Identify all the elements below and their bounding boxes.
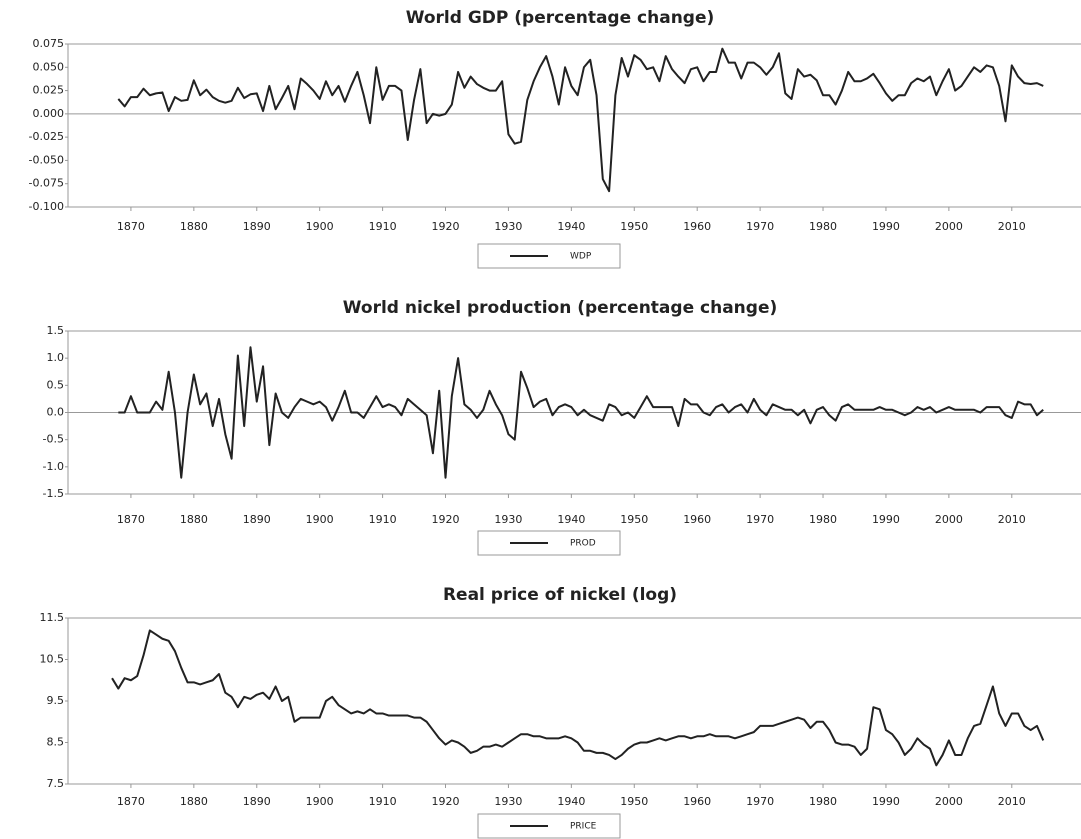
y-tick-label: -0.075 [29, 177, 64, 190]
x-tick-label: 1950 [620, 220, 648, 233]
x-tick-label: 1970 [746, 795, 774, 808]
x-tick-label: 1990 [872, 795, 900, 808]
legend-box [477, 813, 621, 839]
y-tick-label: -0.100 [29, 200, 64, 213]
x-tick-label: 1940 [557, 220, 585, 233]
x-tick-label: 1950 [620, 795, 648, 808]
x-tick-label: 1890 [243, 513, 271, 526]
x-tick-label: 1960 [683, 795, 711, 808]
legend-label: PRICE [570, 822, 597, 832]
legend-box [477, 530, 621, 556]
x-tick-label: 2000 [935, 220, 963, 233]
data-line [118, 346, 1044, 479]
x-tick-label: 1920 [432, 795, 460, 808]
y-tick-label: 0.050 [33, 60, 65, 73]
x-tick-label: 1940 [557, 513, 585, 526]
x-tick-label: 1960 [683, 220, 711, 233]
x-tick-label: 1900 [306, 513, 334, 526]
chart-title: World GDP (percentage change) [406, 8, 715, 28]
y-tick-label: 0.0 [47, 406, 65, 419]
x-tick-label: 2000 [935, 513, 963, 526]
y-tick-label: -0.025 [29, 130, 64, 143]
x-tick-label: 1930 [494, 513, 522, 526]
y-tick-label: 0.075 [33, 37, 65, 50]
x-tick-label: 1990 [872, 220, 900, 233]
x-tick-label: 2000 [935, 795, 963, 808]
x-tick-label: 2010 [998, 513, 1026, 526]
x-tick-label: 1870 [117, 220, 145, 233]
legend-label: WDP [570, 252, 592, 262]
x-tick-label: 2010 [998, 795, 1026, 808]
x-tick-label: 1870 [117, 795, 145, 808]
x-tick-label: 2010 [998, 220, 1026, 233]
y-tick-label: 0.000 [33, 107, 65, 120]
y-tick-label: 1.5 [47, 324, 65, 337]
x-tick-label: 1930 [494, 220, 522, 233]
x-tick-label: 1930 [494, 795, 522, 808]
y-tick-label: 8.5 [47, 736, 65, 749]
x-tick-label: 1950 [620, 513, 648, 526]
x-tick-label: 1980 [809, 513, 837, 526]
x-tick-label: 1940 [557, 795, 585, 808]
x-tick-label: 1970 [746, 513, 774, 526]
data-line [111, 629, 1045, 767]
x-tick-label: 1900 [306, 795, 334, 808]
y-tick-label: -0.5 [43, 433, 64, 446]
x-tick-label: 1870 [117, 513, 145, 526]
y-tick-label: 11.5 [40, 611, 65, 624]
x-tick-label: 1960 [683, 513, 711, 526]
chart-title: World nickel production (percentage chan… [343, 298, 778, 318]
y-tick-label: -1.0 [43, 460, 64, 473]
chart-title: Real price of nickel (log) [443, 585, 677, 605]
y-tick-label: -1.5 [43, 487, 64, 500]
x-tick-label: 1890 [243, 220, 271, 233]
y-tick-label: 7.5 [47, 777, 65, 790]
legend-label: PROD [570, 539, 596, 549]
x-tick-label: 1900 [306, 220, 334, 233]
x-tick-label: 1890 [243, 795, 271, 808]
y-tick-label: 9.5 [47, 694, 65, 707]
y-tick-label: 0.025 [33, 84, 65, 97]
y-tick-label: -0.050 [29, 153, 64, 166]
y-tick-label: 0.5 [47, 378, 65, 391]
x-tick-label: 1990 [872, 513, 900, 526]
x-tick-label: 1920 [432, 513, 460, 526]
x-tick-label: 1970 [746, 220, 774, 233]
y-tick-label: 10.5 [40, 653, 65, 666]
x-tick-label: 1910 [369, 220, 397, 233]
x-tick-label: 1920 [432, 220, 460, 233]
x-tick-label: 1880 [180, 513, 208, 526]
legend-box [477, 243, 621, 269]
x-tick-label: 1980 [809, 220, 837, 233]
x-tick-label: 1910 [369, 513, 397, 526]
data-line [117, 47, 1044, 193]
x-tick-label: 1980 [809, 795, 837, 808]
y-tick-label: 1.0 [47, 351, 65, 364]
x-tick-label: 1910 [369, 795, 397, 808]
x-tick-label: 1880 [180, 795, 208, 808]
x-tick-label: 1880 [180, 220, 208, 233]
